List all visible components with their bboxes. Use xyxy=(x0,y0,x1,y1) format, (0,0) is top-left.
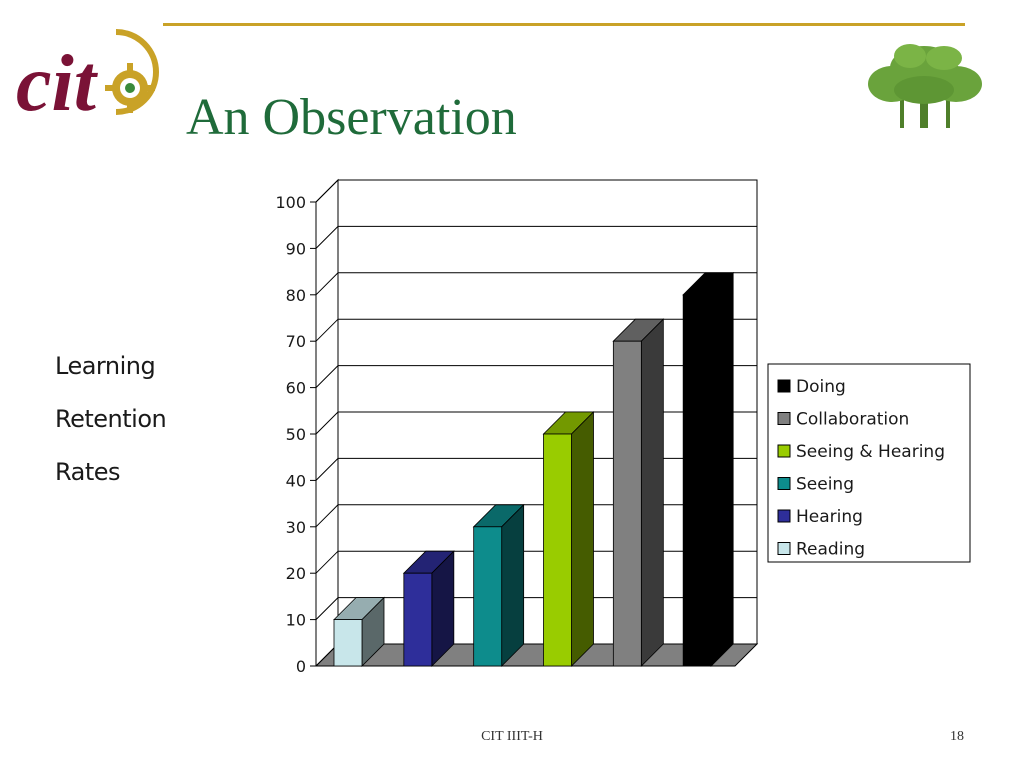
gridline xyxy=(315,318,757,342)
y-tick-label: 100 xyxy=(275,193,306,212)
bar-reading xyxy=(333,619,363,667)
y-tick-label: 10 xyxy=(286,611,306,630)
bar-hearing xyxy=(403,572,433,667)
side-label-learning: Learning xyxy=(55,352,156,380)
legend-box xyxy=(767,363,971,563)
slide-title: An Observation xyxy=(186,89,517,146)
y-tick-label: 60 xyxy=(286,379,306,398)
gridline xyxy=(315,225,757,249)
legend-swatch-seeing-and-hearing xyxy=(777,444,791,458)
legend-label-seeing-and-hearing: Seeing & Hearing xyxy=(796,442,945,462)
bar-collaboration xyxy=(612,340,642,667)
bar-side-seeing-and-hearing xyxy=(571,411,594,667)
legend-swatch-collaboration xyxy=(777,412,791,425)
tree-icon xyxy=(868,44,982,128)
legend-label-hearing: Hearing xyxy=(796,507,863,527)
bar-side-collaboration xyxy=(640,318,664,667)
bar-seeing xyxy=(473,526,503,667)
y-tick-label: 30 xyxy=(286,518,306,537)
legend-label-reading: Reading xyxy=(796,540,865,560)
y-tick-label: 70 xyxy=(286,332,306,351)
bar-side-doing xyxy=(710,271,734,667)
y-tick-label: 80 xyxy=(286,286,306,305)
bar-doing xyxy=(682,294,712,667)
page-number: 18 xyxy=(950,729,964,744)
legend-label-seeing: Seeing xyxy=(796,475,854,495)
y-tick-label: 0 xyxy=(296,657,306,676)
y-tick-label: 20 xyxy=(286,564,306,583)
legend-swatch-doing xyxy=(777,379,791,393)
side-label-rates: Rates xyxy=(55,458,121,486)
title-rule xyxy=(163,23,965,26)
bar-side-seeing xyxy=(501,503,525,667)
cit-logo: cit xyxy=(16,29,159,128)
legend-swatch-reading xyxy=(777,542,791,555)
y-tick-label: 50 xyxy=(286,425,306,444)
y-tick-label: 40 xyxy=(286,471,306,490)
legend-label-doing: Doing xyxy=(796,377,846,397)
retention-bar-chart: 0 10 20 30 40 50 60 70 80 90 100 Doing Collaboration… xyxy=(275,178,971,676)
side-label-retention: Retention xyxy=(55,405,167,433)
legend-swatch-seeing xyxy=(777,477,791,490)
y-tick-label: 90 xyxy=(286,239,306,258)
legend-label-collaboration: Collaboration xyxy=(796,410,909,430)
bar-seeing-and-hearing xyxy=(543,433,572,667)
footer-text: CIT IIIT-H xyxy=(481,729,543,744)
svg-text:cit: cit xyxy=(16,40,99,128)
gridline xyxy=(315,179,757,203)
gridline xyxy=(315,272,757,296)
legend-swatch-hearing xyxy=(777,509,791,523)
gear-icon xyxy=(105,63,155,113)
